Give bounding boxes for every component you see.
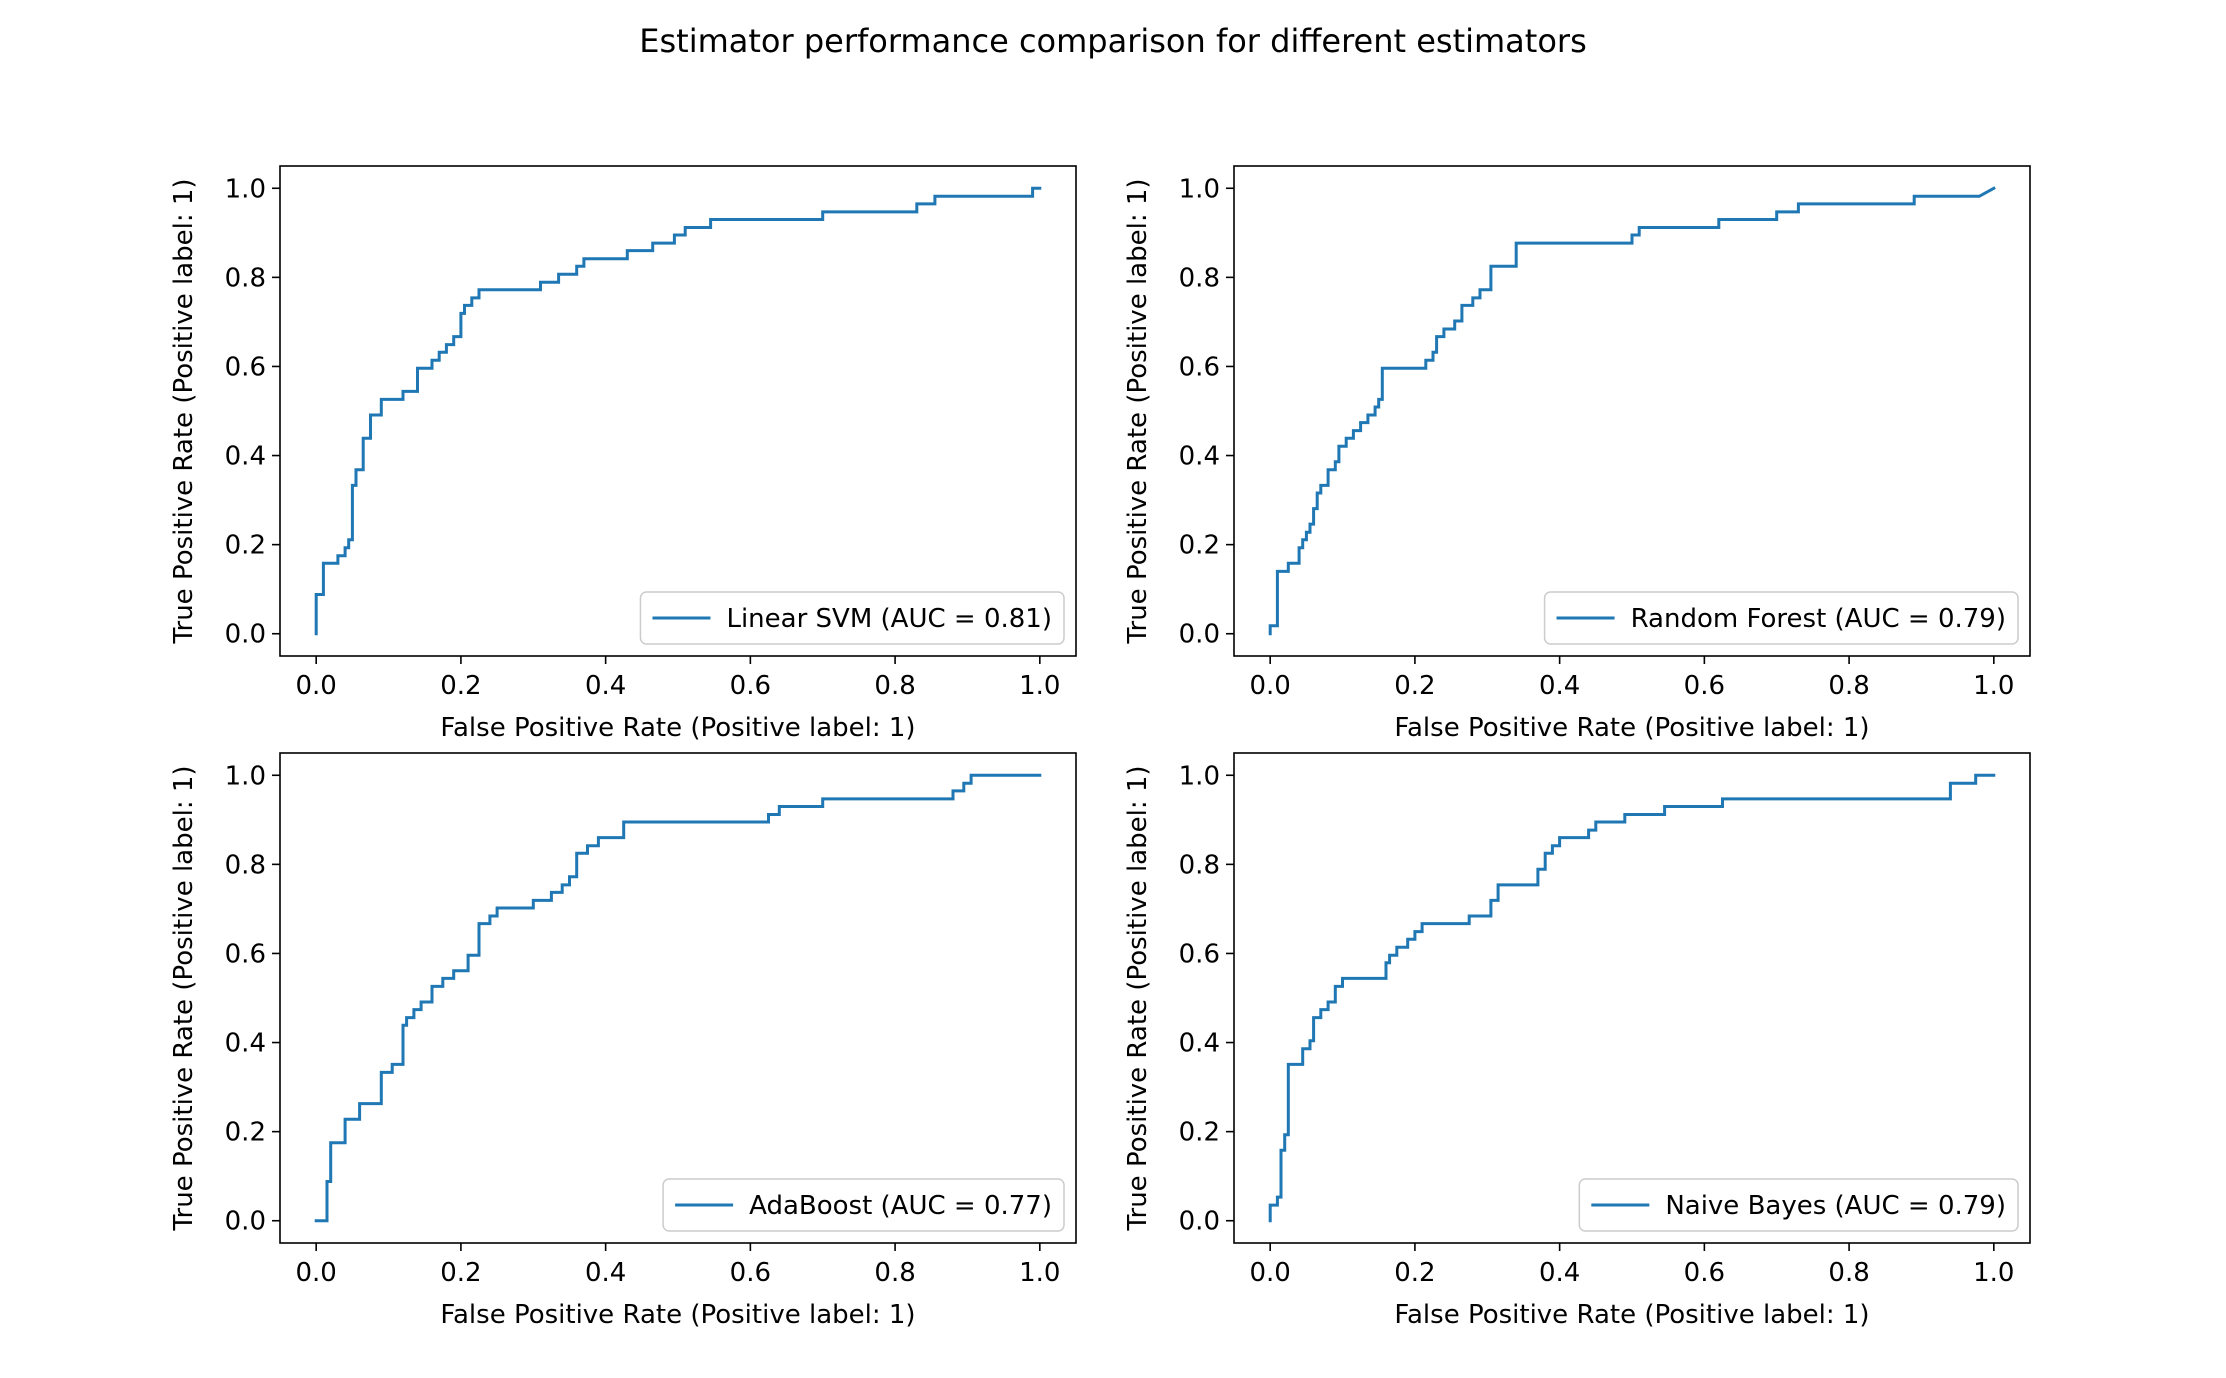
x-tick-label: 0.2 bbox=[440, 1258, 481, 1288]
legend-label: AdaBoost (AUC = 0.77) bbox=[749, 1191, 1052, 1221]
x-tick-label: 0.2 bbox=[440, 671, 481, 701]
x-tick-label: 0.6 bbox=[1684, 671, 1725, 701]
subplot-2: 0.0 0.2 0.4 0.6 0.8 1.0 0.0 0.2 0.4 0.6 0.8 1.0 Fals… bbox=[1123, 165, 2031, 743]
y-tick-label: 0.4 bbox=[225, 1029, 266, 1059]
roc-curve-line bbox=[1268, 186, 1996, 636]
legend-box bbox=[1543, 591, 2019, 645]
y-tick-label: 0.0 bbox=[225, 1207, 266, 1237]
x-tick-label: 1.0 bbox=[1973, 671, 2014, 701]
x-tick-label: 0.4 bbox=[585, 671, 626, 701]
y-tick-label: 0.6 bbox=[225, 352, 266, 382]
x-tick-label: 0.4 bbox=[585, 1258, 626, 1288]
y-tick-label: 0.2 bbox=[1179, 531, 1220, 561]
y-tick-label: 1.0 bbox=[1179, 761, 1220, 791]
y-tick-label: 0.0 bbox=[225, 620, 266, 650]
y-axis-label: True Positive Rate (Positive label: 1) bbox=[169, 178, 199, 644]
x-tick-label: 0.2 bbox=[1394, 1258, 1435, 1288]
y-tick-label: 0.8 bbox=[225, 263, 266, 293]
y-tick-label: 0.2 bbox=[225, 1118, 266, 1148]
y-tick-label: 0.8 bbox=[1179, 850, 1220, 880]
y-tick-label: 0.0 bbox=[1179, 620, 1220, 650]
x-tick-label: 0.0 bbox=[1250, 671, 1291, 701]
x-tick-label: 0.8 bbox=[874, 1258, 915, 1288]
x-tick-label: 0.0 bbox=[296, 671, 337, 701]
y-tick-label: 0.0 bbox=[1179, 1207, 1220, 1237]
legend: AdaBoost (AUC = 0.77) bbox=[662, 1178, 1065, 1232]
x-tick-label: 0.4 bbox=[1539, 671, 1580, 701]
y-tick-label: 0.8 bbox=[1179, 263, 1220, 293]
x-tick-label: 0.2 bbox=[1394, 671, 1435, 701]
x-axis-label: False Positive Rate (Positive label: 1) bbox=[1394, 713, 1869, 743]
y-axis-label: True Positive Rate (Positive label: 1) bbox=[1123, 178, 1153, 644]
y-tick-label: 0.4 bbox=[1179, 442, 1220, 472]
x-tick-label: 0.8 bbox=[1828, 1258, 1869, 1288]
x-axis-label: False Positive Rate (Positive label: 1) bbox=[440, 713, 915, 743]
x-axis-label: False Positive Rate (Positive label: 1) bbox=[440, 1300, 915, 1330]
x-tick-label: 0.6 bbox=[1684, 1258, 1725, 1288]
x-tick-label: 0.0 bbox=[1250, 1258, 1291, 1288]
x-tick-label: 0.6 bbox=[730, 671, 771, 701]
subplots: 0.0 0.2 0.4 0.6 0.8 1.0 0.0 0.2 0.4 0.6 0.8 1.0 Fals… bbox=[169, 165, 2031, 1330]
legend-box bbox=[639, 591, 1065, 645]
legend: Naive Bayes (AUC = 0.79) bbox=[1578, 1178, 2019, 1232]
x-tick-label: 0.4 bbox=[1539, 1258, 1580, 1288]
y-tick-label: 0.4 bbox=[1179, 1029, 1220, 1059]
roc-curve-line bbox=[314, 773, 1042, 1223]
x-tick-label: 0.8 bbox=[874, 671, 915, 701]
legend: Linear SVM (AUC = 0.81) bbox=[639, 591, 1065, 645]
axes-frame bbox=[1233, 752, 2031, 1244]
y-tick-label: 0.6 bbox=[225, 939, 266, 969]
y-tick-label: 0.2 bbox=[1179, 1118, 1220, 1148]
x-tick-label: 0.6 bbox=[730, 1258, 771, 1288]
subplot-4: 0.0 0.2 0.4 0.6 0.8 1.0 0.0 0.2 0.4 0.6 0.8 1.0 Fals… bbox=[1123, 752, 2031, 1330]
y-tick-label: 1.0 bbox=[225, 174, 266, 204]
y-tick-label: 0.2 bbox=[225, 531, 266, 561]
axes-frame bbox=[279, 752, 1077, 1244]
legend-box bbox=[1578, 1178, 2019, 1232]
y-tick-label: 0.4 bbox=[225, 442, 266, 472]
x-tick-label: 1.0 bbox=[1019, 1258, 1060, 1288]
subplot-1: 0.0 0.2 0.4 0.6 0.8 1.0 0.0 0.2 0.4 0.6 0.8 1.0 Fals… bbox=[169, 165, 1077, 743]
y-tick-label: 0.8 bbox=[225, 850, 266, 880]
y-tick-label: 1.0 bbox=[1179, 174, 1220, 204]
roc-curve-line bbox=[1268, 773, 1996, 1223]
y-axis-label: True Positive Rate (Positive label: 1) bbox=[1123, 765, 1153, 1231]
y-tick-label: 0.6 bbox=[1179, 352, 1220, 382]
legend-label: Naive Bayes (AUC = 0.79) bbox=[1665, 1191, 2006, 1221]
axes-frame bbox=[1233, 165, 2031, 657]
subplot-3: 0.0 0.2 0.4 0.6 0.8 1.0 0.0 0.2 0.4 0.6 0.8 1.0 Fals… bbox=[169, 752, 1077, 1330]
legend-box bbox=[662, 1178, 1065, 1232]
x-tick-label: 1.0 bbox=[1019, 671, 1060, 701]
x-tick-label: 0.8 bbox=[1828, 671, 1869, 701]
y-axis-label: True Positive Rate (Positive label: 1) bbox=[169, 765, 199, 1231]
y-tick-label: 1.0 bbox=[225, 761, 266, 791]
axes-frame bbox=[279, 165, 1077, 657]
roc-curve-line bbox=[314, 186, 1042, 636]
legend: Random Forest (AUC = 0.79) bbox=[1543, 591, 2019, 645]
x-axis-label: False Positive Rate (Positive label: 1) bbox=[1394, 1300, 1869, 1330]
legend-label: Random Forest (AUC = 0.79) bbox=[1631, 604, 2006, 634]
x-tick-label: 0.0 bbox=[296, 1258, 337, 1288]
y-tick-label: 0.6 bbox=[1179, 939, 1220, 969]
x-tick-label: 1.0 bbox=[1973, 1258, 2014, 1288]
legend-label: Linear SVM (AUC = 0.81) bbox=[726, 604, 1052, 634]
figure-title: Estimator performance comparison for dif… bbox=[639, 22, 1586, 60]
